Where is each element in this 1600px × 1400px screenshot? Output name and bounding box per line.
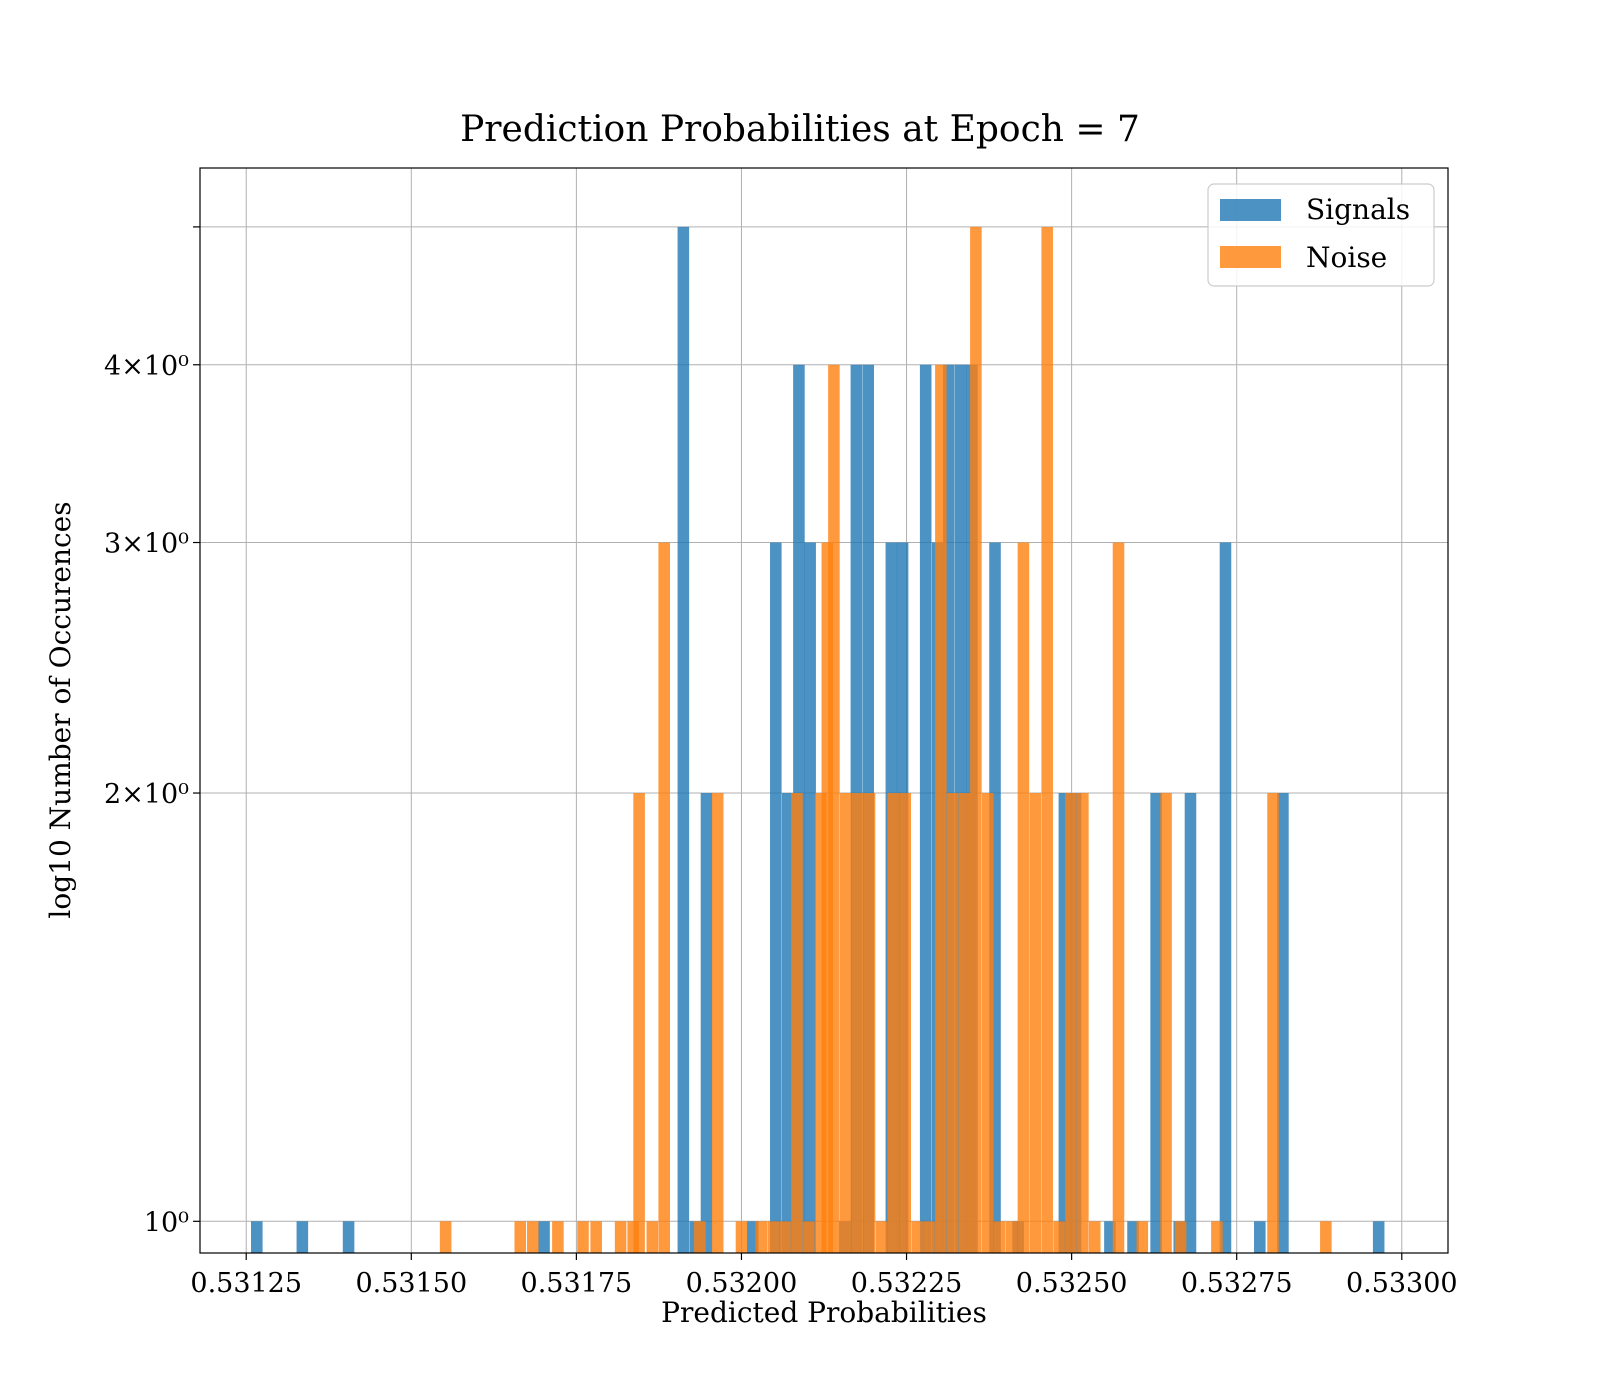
noise-bar (1136, 1221, 1149, 1253)
noise-bar (935, 364, 947, 1253)
noise-bar (577, 1221, 589, 1253)
y-tick-label: 4×10⁰ (104, 351, 189, 382)
x-tick-label: 0.53300 (1346, 1268, 1458, 1299)
noise-bar (911, 1221, 923, 1253)
noise-bar (887, 793, 900, 1253)
signals-bar (989, 542, 1001, 1253)
noise-bar (791, 793, 803, 1253)
noise-bar (946, 793, 959, 1253)
legend-label-signals: Signals (1306, 193, 1410, 226)
noise-bar (1174, 1221, 1187, 1253)
signals-bar (1254, 1221, 1266, 1253)
noise-bar (899, 793, 911, 1253)
y-tick-label: 10⁰ (144, 1207, 189, 1238)
x-tick-label: 0.53125 (190, 1268, 302, 1299)
y-tick-label: 3×10⁰ (104, 529, 189, 560)
y-ticks: 10⁰ 2×10⁰ 3×10⁰ 4×10⁰ (104, 226, 200, 1238)
noise-bar (552, 1221, 564, 1253)
x-tick-label: 0.53275 (1181, 1268, 1293, 1299)
noise-bar (646, 1221, 659, 1253)
legend-label-noise: Noise (1306, 241, 1387, 274)
signals-bar (1127, 1221, 1139, 1253)
noise-bar (1077, 793, 1089, 1253)
noise-bar (821, 542, 834, 1253)
noise-bar (1112, 542, 1125, 1253)
signals-bar (746, 1221, 759, 1253)
noise-bar (1041, 226, 1053, 1253)
noise-bar (627, 1221, 639, 1253)
signals-bar (538, 1221, 550, 1253)
noise-bar (803, 1221, 815, 1253)
noise-bar (958, 793, 971, 1253)
signals-bar (1372, 1221, 1385, 1253)
noise-bar (1211, 1221, 1223, 1253)
noise-bar (1160, 793, 1172, 1253)
signals-bar (1277, 793, 1289, 1253)
y-tick-label: 2×10⁰ (104, 779, 189, 810)
noise-bar (875, 1221, 888, 1253)
signals-bar (251, 1221, 263, 1253)
y-axis-label: log10 Number of Occurences (44, 501, 77, 918)
x-tick-label: 0.53175 (521, 1268, 633, 1299)
noise-bar (614, 1221, 627, 1253)
bars-layer (251, 226, 1385, 1253)
noise-bar (863, 793, 876, 1253)
x-tick-label: 0.53225 (851, 1268, 963, 1299)
signals-bar (919, 364, 932, 1253)
noise-bar (590, 1221, 602, 1253)
signals-bar (342, 1221, 355, 1253)
noise-bar (658, 542, 670, 1253)
noise-bar (439, 1221, 452, 1253)
noise-bar (840, 793, 852, 1253)
signals-bar (1104, 1221, 1116, 1253)
signals-bar (700, 793, 713, 1253)
signals-bar (677, 226, 690, 1253)
signals-bar (770, 542, 782, 1253)
noise-bar (1065, 793, 1077, 1253)
noise-bar (1320, 1221, 1332, 1253)
signals-bar (781, 793, 794, 1253)
noise-bar (633, 793, 645, 1253)
noise-bar (1053, 1221, 1065, 1253)
legend: Signals Noise (1207, 183, 1435, 287)
noise-bar (970, 226, 982, 1253)
noise-bar (1267, 793, 1279, 1253)
noise-bar (923, 1221, 935, 1253)
x-tick-label: 0.53250 (1016, 1268, 1128, 1299)
noise-bar (735, 1221, 748, 1253)
signals-bar (1058, 793, 1071, 1253)
signals-bar (804, 542, 816, 1253)
noise-bar (1088, 1221, 1101, 1253)
signals-bar (1184, 793, 1197, 1253)
noise-bar (694, 1221, 706, 1253)
x-axis-label: Predicted Probabilities (661, 1296, 987, 1329)
noise-bar (1005, 1221, 1018, 1253)
legend-swatch-signals (1220, 199, 1281, 221)
chart-title: Prediction Probabilities at Epoch = 7 (460, 109, 1140, 150)
signals-bar (1150, 793, 1162, 1253)
noise-bar (828, 364, 840, 1253)
noise-bar (767, 1221, 779, 1253)
x-ticks: 0.53125 0.53150 0.53175 0.53200 0.53225 0.532… (190, 1253, 1458, 1299)
noise-bar (1029, 793, 1042, 1253)
noise-bar (981, 793, 994, 1253)
legend-swatch-noise (1220, 246, 1281, 268)
noise-bar (711, 793, 724, 1253)
plot-frame (199, 167, 1449, 1254)
noise-bar (851, 793, 864, 1253)
noise-bar (993, 1221, 1006, 1253)
x-tick-label: 0.53150 (355, 1268, 467, 1299)
noise-bar (755, 1221, 768, 1253)
noise-bar (1017, 542, 1030, 1253)
signals-bar (1219, 542, 1232, 1253)
noise-bar (779, 1221, 791, 1253)
signals-bar (296, 1221, 309, 1253)
noise-bar (814, 793, 827, 1253)
noise-bar (527, 1221, 539, 1253)
x-tick-label: 0.53200 (686, 1268, 798, 1299)
noise-bar (514, 1221, 527, 1253)
